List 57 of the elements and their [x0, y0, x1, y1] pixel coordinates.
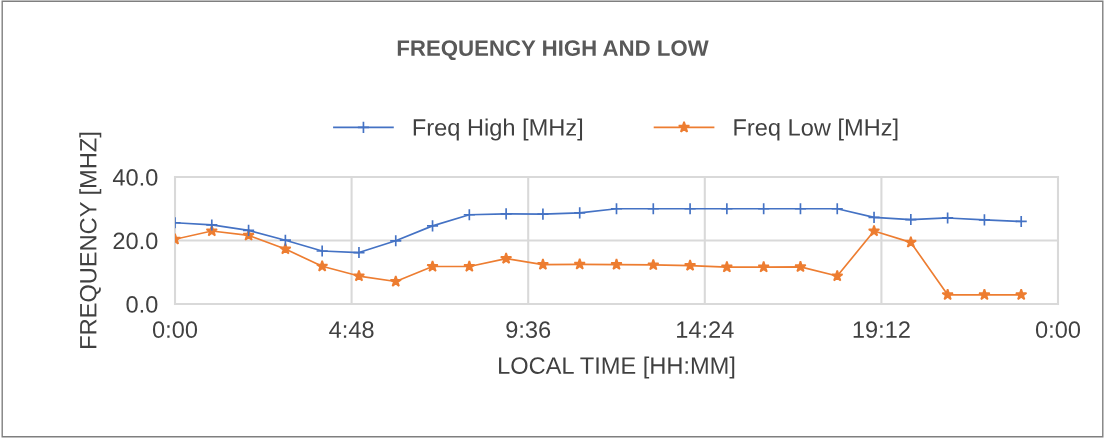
point: [646, 202, 660, 216]
point: [830, 202, 844, 216]
point: [242, 223, 255, 237]
point: [941, 288, 954, 301]
point: [426, 219, 439, 233]
x-tick-label: 0:00: [152, 321, 198, 339]
point: [1015, 288, 1028, 301]
point: [610, 258, 623, 270]
point: [352, 269, 366, 282]
x-tick-label: 0:00: [1035, 321, 1081, 339]
point: [205, 218, 219, 232]
point: [316, 259, 329, 272]
point: [683, 259, 697, 271]
point: [683, 202, 697, 216]
chart-title: FREQUENCY HIGH AND LOW: [397, 40, 709, 61]
point: [610, 202, 623, 216]
point: [462, 208, 476, 222]
y-axis-title: FREQUENCY [MHZ]: [79, 132, 102, 348]
point: [389, 234, 403, 248]
point: [720, 260, 733, 273]
point: [536, 207, 550, 221]
point: [831, 269, 844, 282]
point: [573, 206, 587, 220]
point: [500, 252, 513, 264]
x-tick-label: 4:48: [329, 321, 374, 339]
point: [867, 210, 881, 224]
y-tick-label: 20.0: [113, 232, 158, 250]
x-tick-label: 9:36: [506, 321, 551, 339]
point: [978, 213, 991, 227]
point: [757, 260, 770, 273]
point: [794, 260, 807, 273]
point: [867, 224, 881, 237]
point: [426, 260, 439, 272]
point: [573, 257, 586, 270]
point: [757, 202, 771, 216]
x-axis-title: LOCAL TIME [HH:MM]: [499, 356, 735, 379]
point: [536, 258, 550, 270]
point: [499, 207, 513, 221]
y-tick-label: 0.0: [126, 296, 158, 313]
x-tick-label: 14:24: [677, 321, 734, 338]
point: [794, 202, 807, 216]
point: [352, 246, 366, 259]
point: [904, 213, 918, 226]
point: [278, 233, 292, 247]
x-tick-label: 19:12: [853, 321, 910, 339]
point: [389, 275, 402, 287]
legend-label: Freq High [MHz]: [413, 118, 583, 141]
point: [941, 211, 955, 225]
point: [720, 202, 734, 216]
point: [647, 258, 660, 271]
y-tick-label: 40.0: [112, 169, 158, 186]
legend-label: Freq Low [MHz]: [734, 118, 898, 141]
point: [463, 260, 476, 272]
point: [904, 236, 917, 248]
point: [1014, 215, 1028, 228]
point: [315, 244, 329, 258]
point: [978, 288, 991, 301]
